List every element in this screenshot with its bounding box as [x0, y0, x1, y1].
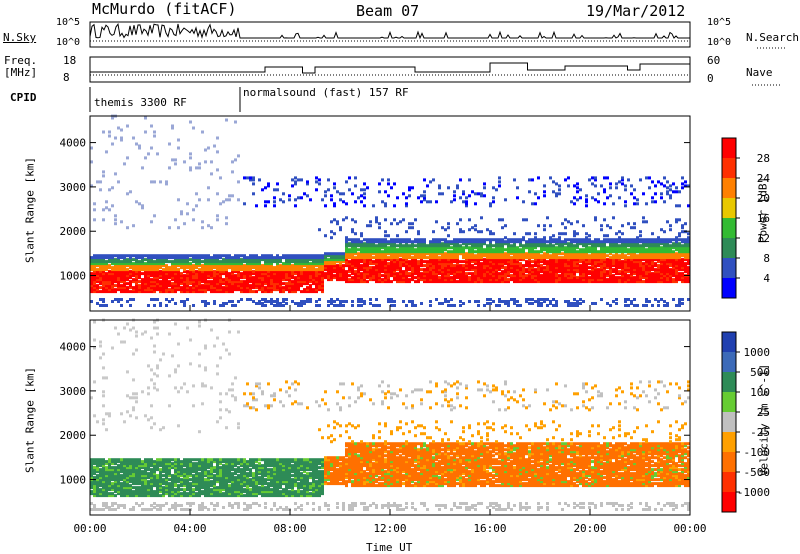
vel-ytick-label: 3000	[60, 385, 87, 398]
x-tick-label: 00:00	[73, 522, 106, 535]
velocity-colorbar-swatch	[722, 412, 736, 433]
x-tick-label: 16:00	[473, 522, 506, 535]
station-title: McMurdo (fitACF)	[92, 0, 237, 18]
power-scatter-cells	[90, 114, 690, 307]
nsearch-label: N.Search	[746, 31, 799, 44]
beam-title: Beam 07	[356, 2, 420, 20]
x-tick-label: 04:00	[173, 522, 206, 535]
nsky-label: N.Sky	[3, 31, 37, 44]
velocity-colorbar-swatch	[722, 432, 736, 453]
power-colorbar-swatch	[722, 258, 736, 279]
velocity-colorbar-frame	[721, 331, 737, 513]
nave-tick-bottom: 0	[707, 72, 714, 85]
freq-tick-top: 18	[63, 54, 77, 67]
freq-line	[90, 62, 690, 74]
power-colorbar-tick-label: 16	[757, 212, 770, 225]
velocity-colorbar-tick-label: 100	[750, 386, 770, 399]
power-colorbar-swatch	[722, 238, 736, 259]
cpid-segment-2: normalsound (fast) 157 RF	[243, 86, 409, 99]
vel-scatter-cells	[90, 318, 690, 511]
power-colorbar-swatch	[722, 158, 736, 179]
vel-ytick-label: 4000	[60, 341, 87, 354]
power-colorbar-tick-label: 4	[763, 272, 770, 285]
x-tick-label: 00:00	[673, 522, 706, 535]
velocity-colorbar-swatch	[722, 492, 736, 513]
freq-panel-frame	[89, 56, 691, 83]
cpid-label: CPID	[10, 91, 37, 104]
x-axis-label: Time UT	[366, 541, 413, 554]
freq-label: Freq.	[4, 54, 38, 67]
x-tick-label: 12:00	[373, 522, 406, 535]
power-colorbar-tick-label: 28	[757, 152, 770, 165]
velocity-colorbar-tick-label: 500	[750, 366, 770, 379]
power-colorbar-swatch	[722, 178, 736, 199]
velocity-colorbar-tick-label: -500	[744, 466, 771, 479]
nave-label: Nave	[746, 66, 773, 79]
velocity-colorbar-swatch	[722, 372, 736, 393]
cpid-segment-1: themis 3300 RF	[94, 96, 187, 109]
power-colorbar-swatch	[722, 138, 736, 159]
power-ytick-label: 3000	[60, 181, 87, 194]
velocity-colorbar-tick-label: 1000	[744, 346, 771, 359]
velocity-colorbar-swatch	[722, 472, 736, 493]
nave-tick-top: 60	[707, 54, 721, 67]
power-colorbar-swatch	[722, 218, 736, 239]
freq-unit-label: [MHz]	[4, 66, 38, 79]
vel-ytick-label: 2000	[60, 429, 87, 442]
velocity-colorbar-tick-label: 25	[757, 406, 770, 419]
power-ytick-label: 4000	[60, 137, 87, 150]
power-colorbar-tick-label: 8	[763, 252, 770, 265]
velocity-colorbar-swatch	[722, 392, 736, 413]
noise-tick-top-right: 10^5	[707, 17, 732, 28]
power-ytick-label: 1000	[60, 270, 87, 283]
x-tick-label: 08:00	[273, 522, 306, 535]
x-tick-label: 20:00	[573, 522, 606, 535]
freq-tick-bottom: 8	[63, 71, 70, 84]
velocity-colorbar-swatch	[722, 352, 736, 373]
vel-ytick-label: 1000	[60, 474, 87, 487]
power-colorbar-tick-label: 12	[757, 232, 770, 245]
noise-sky-line	[89, 22, 690, 40]
power-colorbar-swatch	[722, 198, 736, 219]
velocity-colorbar-tick-label: -100	[744, 446, 771, 459]
noise-tick-top: 10^5	[56, 17, 81, 28]
power-colorbar-tick-label: 24	[757, 172, 771, 185]
velocity-colorbar-tick-label: -1000	[737, 486, 770, 499]
velocity-colorbar-swatch	[722, 332, 736, 353]
velocity-colorbar-swatch	[722, 452, 736, 473]
power-ytick-label: 2000	[60, 225, 87, 238]
velocity-colorbar-tick-label: -25	[750, 426, 770, 439]
noise-tick-bottom: 10^0	[56, 37, 81, 48]
date-title: 19/Mar/2012	[586, 2, 686, 20]
power-colorbar-swatch	[722, 278, 736, 299]
noise-tick-bottom-right: 10^0	[707, 37, 732, 48]
power-colorbar-tick-label: 20	[757, 192, 770, 205]
